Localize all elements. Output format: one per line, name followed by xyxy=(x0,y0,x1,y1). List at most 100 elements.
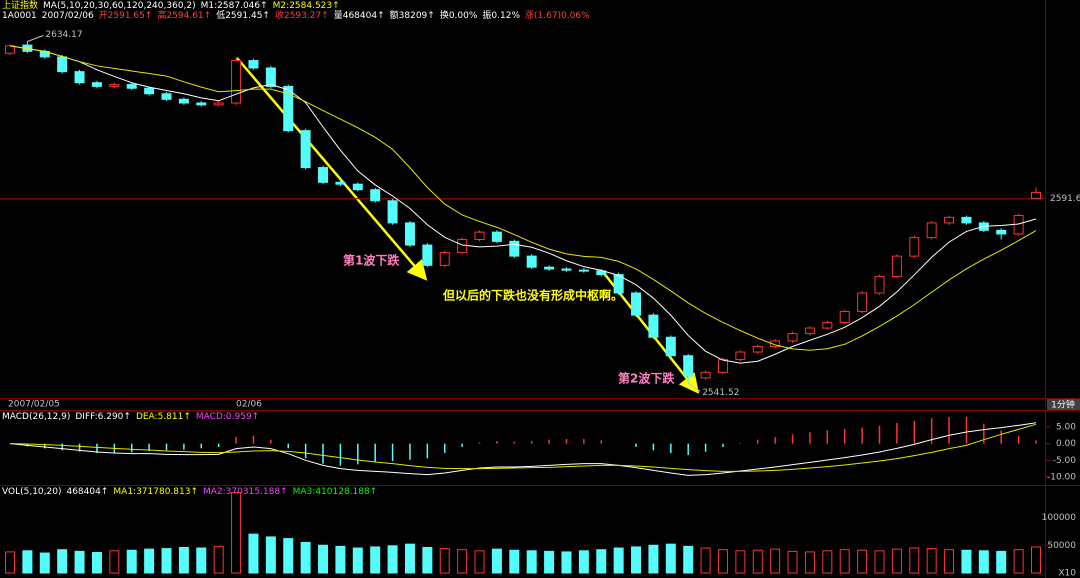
header-item: 开2591.65↑ xyxy=(99,10,153,21)
candle-body xyxy=(752,346,763,353)
volume-bar xyxy=(544,550,555,574)
candle-body xyxy=(57,56,68,73)
volume-bar xyxy=(717,549,728,574)
header-item: MA2:370315.188↑ xyxy=(203,487,288,497)
macd-line xyxy=(9,422,1037,476)
volume-bar xyxy=(39,552,50,574)
header-item: 468404↑ xyxy=(66,487,108,497)
volume-bar xyxy=(387,545,398,574)
volume-bar xyxy=(996,550,1007,574)
volume-bar xyxy=(91,551,102,574)
volume-bar xyxy=(891,548,902,574)
volume-bar xyxy=(213,545,224,574)
candle-body xyxy=(318,167,329,183)
candle-body xyxy=(5,45,15,54)
candle-body xyxy=(839,310,850,324)
volume-bar xyxy=(22,550,33,574)
header-item: 收2593.27↑ xyxy=(275,9,329,21)
panel-header: VOL(5,10,20) 468404↑ MA1:371780.813↑ MA2:37… xyxy=(2,487,377,497)
candle-body xyxy=(804,327,815,335)
volume-bar xyxy=(196,547,207,574)
volume-bar xyxy=(857,549,868,574)
y-tick-label: -10.00 xyxy=(1047,473,1076,483)
volume-bar xyxy=(300,541,311,574)
volume-bar xyxy=(752,549,763,574)
header-item: DEA:5.811↑ xyxy=(136,412,191,422)
candle-body xyxy=(491,231,502,242)
header-item: 2007/02/06 xyxy=(42,11,94,21)
candle-body xyxy=(735,351,746,360)
time-label: 02/06 xyxy=(236,400,262,410)
y-tick-label: 50000 xyxy=(1047,541,1076,551)
volume-bar xyxy=(5,551,15,574)
volume-bar xyxy=(787,550,798,574)
header-item: MA(5,10,20,30,60,120,240,360,2) xyxy=(43,1,196,11)
volume-bar xyxy=(178,546,189,574)
header-item: MA3:410128.188↑ xyxy=(293,487,378,497)
header-item: MACD:0.959↑ xyxy=(196,412,259,422)
volume-bar xyxy=(1013,549,1024,574)
candle-body xyxy=(665,336,676,357)
candle-body xyxy=(439,251,450,266)
time-label: 2007/02/05 xyxy=(8,400,60,410)
volume-bar xyxy=(822,550,833,574)
macd-line xyxy=(9,423,1037,472)
candle-body xyxy=(631,292,642,316)
candle-body xyxy=(578,269,589,272)
volume-bar xyxy=(874,550,885,574)
volume-bar xyxy=(109,550,120,574)
candle-body xyxy=(544,266,555,270)
annotation: 但以后的下跌也没有形成中枢啊。 xyxy=(442,288,623,303)
volume-bar xyxy=(978,550,989,574)
volume-bar xyxy=(631,546,642,574)
header-item: MACD(26,12,9) xyxy=(2,412,70,422)
header-item: VOL(5,10,20) xyxy=(2,487,61,497)
ma-line xyxy=(9,45,1037,351)
candle-body xyxy=(196,102,207,106)
candle-body xyxy=(144,87,155,95)
volume-bar xyxy=(961,549,972,574)
volume-bar xyxy=(561,551,572,574)
header-item: M2:2584.523↑ xyxy=(273,1,340,11)
volume-bar xyxy=(318,544,329,574)
low-label: 2541.52 xyxy=(702,388,739,398)
candle-body xyxy=(335,181,346,185)
header-item: 涨(1.67)0.06% xyxy=(525,10,590,21)
volume-bar xyxy=(422,546,433,574)
volume-bar xyxy=(909,547,920,574)
header-item: 1A0001 xyxy=(2,11,37,21)
header-item: 低2591.45↑ xyxy=(216,9,270,21)
high-label: 2634.17 xyxy=(45,30,82,40)
volume-bar xyxy=(74,550,85,574)
panel-header: MACD(26,12,9) DIFF:6.290↑ DEA:5.811↑ MACD:0… xyxy=(2,412,259,422)
candle-body xyxy=(109,84,120,87)
y-tick-label: 5.00 xyxy=(1056,423,1076,433)
volume-bar xyxy=(265,536,276,574)
candle-body xyxy=(265,67,276,87)
header-item: 额38209↑ xyxy=(390,9,435,21)
volume-bar xyxy=(1031,546,1041,574)
candle-body xyxy=(370,189,381,202)
leader-line xyxy=(27,35,44,42)
volume-bar xyxy=(491,548,502,574)
volume-bar xyxy=(926,548,937,574)
header-item: 换0.00% xyxy=(440,9,478,21)
candle-body xyxy=(283,85,294,132)
volume-bar xyxy=(457,549,468,574)
candle-body xyxy=(161,93,172,100)
candle-body xyxy=(248,60,259,69)
volume-bar xyxy=(474,550,485,574)
candle-body xyxy=(961,216,972,224)
volume-bar xyxy=(735,550,746,574)
volume-bar xyxy=(683,545,694,574)
candle-body xyxy=(74,71,85,84)
candle-body xyxy=(787,333,798,342)
candle-body xyxy=(613,274,624,294)
volume-bar xyxy=(613,547,624,574)
candle-body xyxy=(91,82,102,87)
volume-bar xyxy=(648,544,659,574)
volume-bar xyxy=(370,546,381,574)
candle-body xyxy=(457,239,468,253)
